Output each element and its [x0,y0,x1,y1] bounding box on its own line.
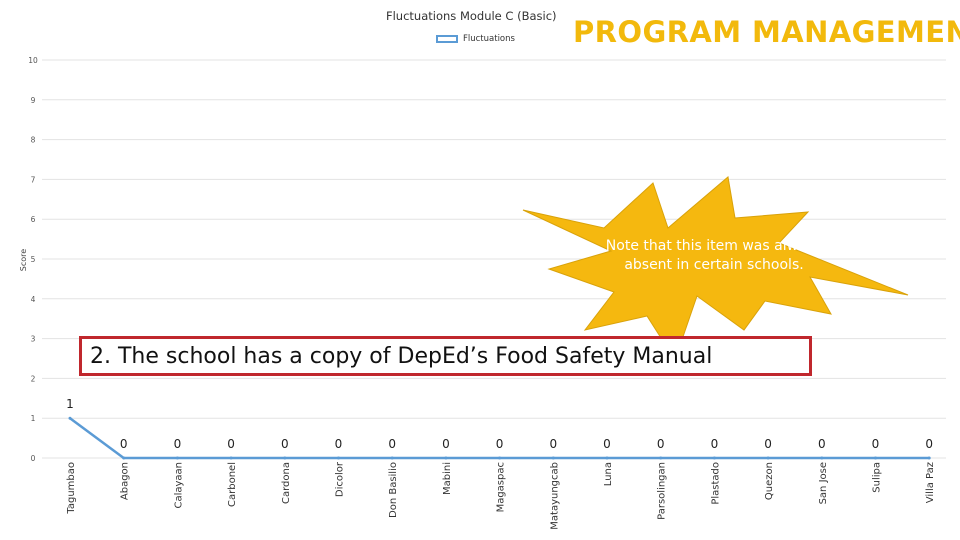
y-tick-label: 3 [31,335,36,344]
data-label: 0 [711,437,719,451]
data-point [337,456,340,460]
x-tick-label: Sulipa [872,462,883,493]
data-label: 0 [281,437,289,451]
x-tick-label: Dicolor [335,461,346,497]
x-tick-label: Magaspac [496,462,507,512]
data-point [766,456,770,460]
program-management-banner: PROGRAM MANAGEMENT [573,15,960,49]
x-tick-label: Cardona [281,462,292,504]
x-tick-label: Quezon [764,462,775,500]
data-label: 0 [925,437,933,451]
y-tick-label: 10 [28,56,38,65]
data-label: 0 [442,437,450,451]
data-point [390,456,394,460]
data-point [283,456,287,460]
x-tick-label: Carbonel [227,462,238,507]
y-tick-labels: 0 1 2 3 4 5 6 7 8 9 10 [28,56,38,463]
data-label: 0 [388,437,396,451]
data-label: 0 [657,437,665,451]
data-point [498,456,502,460]
y-tick-label: 1 [31,414,36,423]
y-tick-label: 9 [31,96,36,105]
x-tick-label: Plastado [710,462,721,505]
data-label: 0 [496,437,504,451]
data-label: 0 [603,437,611,451]
data-label: 0 [335,437,343,451]
y-tick-label: 6 [31,215,36,224]
data-point [68,416,72,420]
data-point [874,456,877,460]
y-tick-label: 0 [31,454,36,463]
data-label: 0 [764,437,772,451]
x-tick-label: Villa Paz [925,462,936,503]
chart-title: Fluctuations Module C (Basic) [386,9,557,23]
starburst-callout [522,176,909,362]
data-point [444,456,448,460]
y-tick-label: 4 [31,295,36,304]
gridlines [42,59,946,459]
x-tick-label: Tagumbao [66,462,77,515]
x-tick-label: Matayungcab [549,462,560,530]
x-tick-label: Mabini [442,462,453,495]
y-tick-label: 8 [31,136,36,145]
item-label-box: 2. The school has a copy of DepEd’s Food… [79,336,812,376]
y-tick-label: 7 [31,175,36,184]
data-point [927,456,931,460]
x-tick-labels: Tagumbao Abagon Calayaan Carbonel Cardona Dic… [66,461,936,530]
data-label: 0 [227,437,235,451]
x-tick-label: Calayaan [173,462,184,509]
data-label: 1 [66,397,74,411]
data-label: 0 [174,437,182,451]
x-tick-label: Don Basilio [388,462,399,518]
starburst-shape [522,176,909,362]
y-tick-label: 2 [31,374,36,383]
legend-swatch [436,35,458,43]
data-point [551,456,555,460]
data-label: 0 [818,437,826,451]
data-point [712,456,716,460]
y-axis-label: Score [19,249,28,271]
data-point [229,456,233,460]
x-tick-label: Abagon [120,462,131,500]
data-point [820,456,824,460]
y-tick-label: 5 [31,255,36,264]
data-point [175,456,179,460]
data-label: 0 [872,437,880,451]
x-tick-label: Luna [603,462,614,486]
x-tick-label: San Jose [818,462,829,504]
data-labels: 1 0 0 0 0 0 0 0 0 0 0 0 0 0 0 0 0 [66,397,933,451]
data-point [122,456,126,460]
data-point [605,456,609,460]
legend[interactable]: Fluctuations [436,34,515,44]
callout-text: Note that this item was always absent in… [605,238,823,273]
x-tick-label: Parsolingan [657,462,668,520]
data-point [659,456,663,460]
data-label: 0 [120,437,128,451]
series-layer [68,416,931,460]
legend-label: Fluctuations [463,34,515,44]
data-label: 0 [549,437,557,451]
